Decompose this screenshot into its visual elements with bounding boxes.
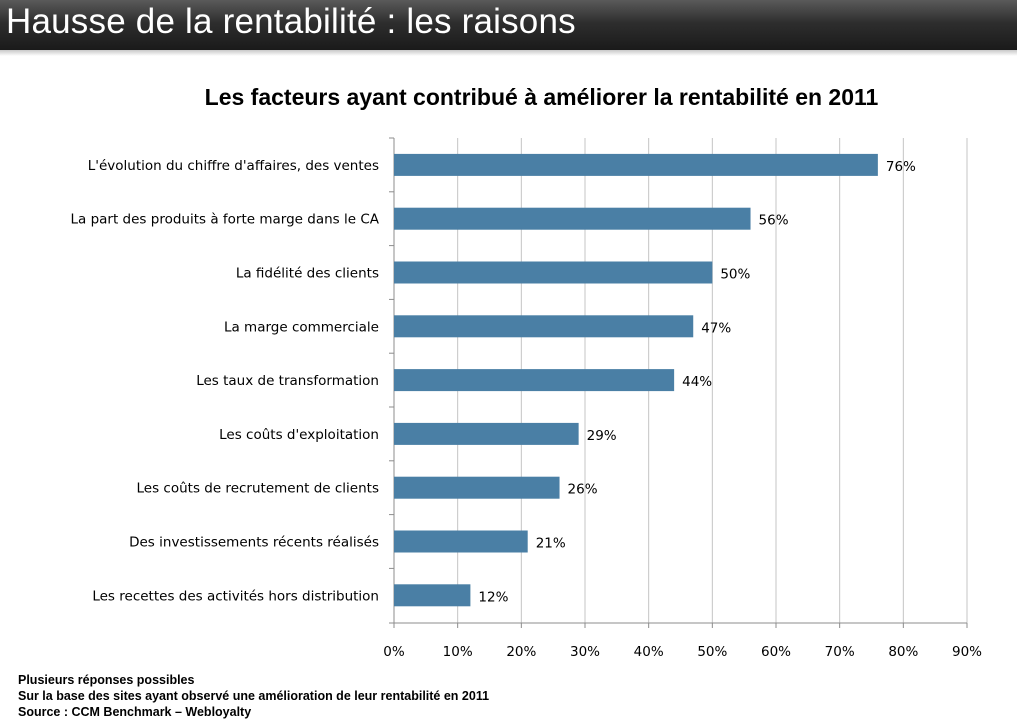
bar: [394, 476, 560, 499]
category-label: Les taux de transformation: [196, 373, 379, 389]
x-tick-label: 50%: [697, 644, 727, 660]
bar: [394, 315, 694, 338]
header-bar: Hausse de la rentabilité : les raisons: [0, 0, 1017, 50]
data-label: 76%: [886, 159, 916, 175]
page-title: Hausse de la rentabilité : les raisons: [6, 2, 576, 41]
x-tick-label: 90%: [952, 644, 982, 660]
bar: [394, 207, 751, 230]
footnotes: Plusieurs réponses possibles Sur la base…: [18, 672, 489, 720]
category-label: Les recettes des activités hors distribu…: [92, 588, 379, 604]
bar: [394, 422, 579, 445]
x-tick-label: 30%: [570, 644, 600, 660]
x-tick-label: 80%: [888, 644, 918, 660]
bar: [394, 369, 675, 392]
data-label: 21%: [536, 536, 566, 552]
category-label: La part des produits à forte marge dans …: [71, 212, 380, 228]
data-label: 56%: [759, 213, 789, 229]
x-tick-label: 10%: [443, 644, 473, 660]
chart-title: Les facteurs ayant contribué à améliorer…: [204, 84, 879, 110]
data-label: 47%: [701, 320, 731, 336]
data-label: 29%: [587, 428, 617, 444]
bar: [394, 153, 878, 176]
bar: [394, 261, 713, 284]
note-multiple-answers: Plusieurs réponses possibles: [18, 673, 195, 687]
header-shadow: [0, 50, 1017, 56]
bar: [394, 530, 528, 553]
x-tick-label: 60%: [761, 644, 791, 660]
x-tick-label: 20%: [506, 644, 536, 660]
category-label: L'évolution du chiffre d'affaires, des v…: [88, 158, 379, 174]
category-label: Les coûts de recrutement de clients: [137, 481, 380, 497]
data-label: 26%: [568, 482, 598, 498]
data-label: 50%: [720, 267, 750, 283]
note-base: Sur la base des sites ayant observé une …: [18, 689, 490, 703]
category-label: Les coûts d'exploitation: [219, 427, 379, 443]
x-tick-label: 40%: [634, 644, 664, 660]
data-label: 44%: [682, 374, 712, 390]
x-tick-label: 0%: [383, 644, 405, 660]
category-label: Des investissements récents réalisés: [129, 535, 379, 551]
note-source: Source : CCM Benchmark – Webloyalty: [18, 705, 252, 719]
data-label: 12%: [478, 589, 508, 605]
x-tick-label: 70%: [825, 644, 855, 660]
bar: [394, 584, 471, 607]
category-label: La marge commerciale: [224, 319, 379, 335]
category-label: La fidélité des clients: [236, 266, 379, 282]
